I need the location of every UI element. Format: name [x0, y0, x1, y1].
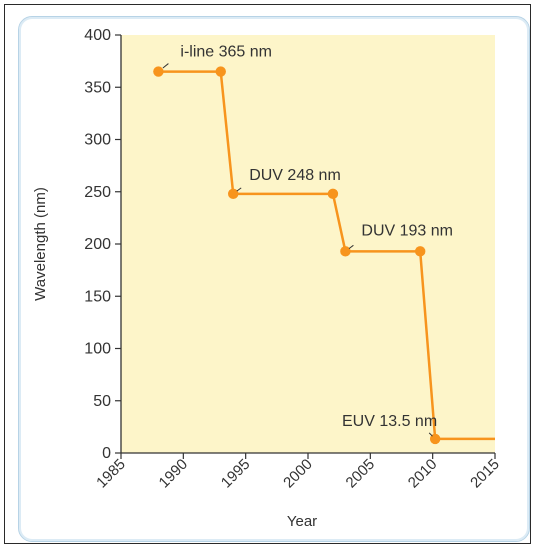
annotation-arrow — [348, 244, 354, 250]
x-tick-label: 1990 — [156, 456, 192, 492]
data-point — [327, 188, 339, 200]
annotation-arrow — [428, 432, 433, 437]
x-tick-label: 1985 — [93, 456, 129, 492]
y-tick-label: 250 — [84, 184, 111, 201]
x-tick-labels: 1985 1990 1995 2000 2005 2010 2015 — [93, 456, 503, 492]
data-point — [429, 433, 441, 445]
annotation-label: DUV 193 nm — [361, 222, 453, 239]
data-point — [340, 246, 351, 257]
x-tick-label: 2015 — [467, 456, 503, 492]
wavelength-series-line — [158, 70, 495, 441]
y-tick-label: 300 — [84, 132, 111, 149]
annotation-label: EUV 13.5 nm — [342, 413, 437, 430]
y-tick-label: 350 — [84, 79, 111, 96]
series-points — [153, 66, 441, 445]
x-tick-label: 2005 — [343, 456, 379, 492]
y-tick-label: 400 — [84, 27, 111, 44]
y-tick-label: 100 — [84, 341, 111, 358]
x-tick-label: 2000 — [280, 456, 316, 492]
x-tick-label: 1995 — [218, 456, 254, 492]
annotations: i-line 365 nm DUV 248 nm DUV 193 nm EUV 13.… — [162, 44, 453, 437]
axis-ticks — [115, 34, 496, 459]
data-point — [215, 66, 226, 77]
x-axis-label: Year — [287, 513, 317, 530]
y-tick-label: 50 — [93, 393, 111, 410]
annotation-label: DUV 248 nm — [249, 167, 341, 184]
y-tick-label: 0 — [102, 445, 111, 462]
annotation-arrow — [236, 187, 242, 192]
annotation-label: i-line 365 nm — [180, 44, 272, 61]
data-point — [415, 246, 426, 257]
y-tick-label: 150 — [84, 288, 111, 305]
y-tick-label: 200 — [84, 236, 111, 253]
y-axis-label: Wavelength (nm) — [32, 187, 49, 301]
x-tick-label: 2010 — [405, 456, 441, 492]
data-point — [153, 66, 164, 77]
plot-area — [121, 35, 495, 453]
annotation-arrow — [162, 63, 169, 69]
data-point — [228, 188, 239, 200]
series-line — [158, 70, 495, 441]
y-tick-labels: 0 50 100 150 200 250 300 350 400 — [84, 27, 111, 462]
